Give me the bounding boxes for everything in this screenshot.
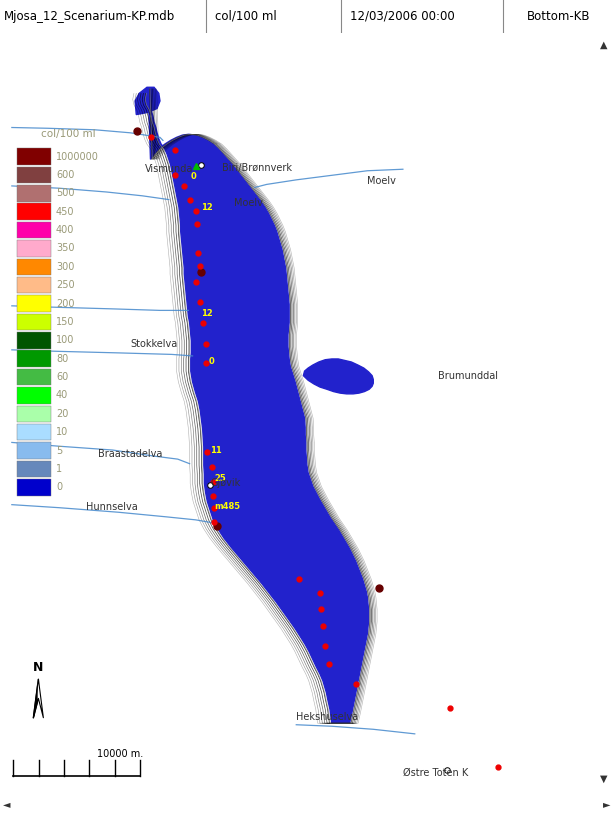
Bar <box>17 259 50 275</box>
Text: N: N <box>33 661 44 674</box>
Text: Østre Toten K: Østre Toten K <box>403 768 468 778</box>
Text: 250: 250 <box>56 280 75 290</box>
Bar <box>17 277 50 294</box>
Text: 12: 12 <box>201 309 213 318</box>
Text: 500: 500 <box>56 188 74 198</box>
Text: Gjøvik: Gjøvik <box>211 478 241 489</box>
Text: 100: 100 <box>56 335 74 345</box>
Text: Brumunddal: Brumunddal <box>438 371 499 381</box>
Bar <box>17 313 50 330</box>
Text: Vismunda: Vismunda <box>145 164 193 175</box>
Text: Moelv: Moelv <box>367 175 396 185</box>
Bar <box>17 149 50 165</box>
Text: 400: 400 <box>56 225 74 235</box>
Bar <box>17 424 50 441</box>
Text: 40: 40 <box>56 390 68 401</box>
Text: 10: 10 <box>56 427 68 437</box>
Text: 1: 1 <box>56 464 62 474</box>
Text: 450: 450 <box>56 206 74 217</box>
Polygon shape <box>303 359 373 394</box>
Polygon shape <box>38 679 44 718</box>
Bar <box>17 461 50 477</box>
Text: 600: 600 <box>56 170 74 180</box>
Bar <box>17 295 50 312</box>
Text: 80: 80 <box>56 353 68 364</box>
Bar <box>17 203 50 220</box>
Text: Biri/Brønnverk: Biri/Brønnverk <box>222 162 292 173</box>
Text: Stokkelva: Stokkelva <box>130 339 177 348</box>
Text: ▼: ▼ <box>599 774 607 784</box>
Text: m485: m485 <box>214 502 241 511</box>
Text: Braastadelva: Braastadelva <box>98 449 162 459</box>
Text: ►: ► <box>604 799 611 809</box>
Text: col/100 ml: col/100 ml <box>215 10 276 23</box>
Text: Moelv: Moelv <box>234 197 263 207</box>
Text: 12: 12 <box>201 202 213 211</box>
Text: 11: 11 <box>210 446 222 455</box>
Text: ▲: ▲ <box>599 40 607 51</box>
Bar <box>17 332 50 348</box>
Text: 10000 m.: 10000 m. <box>97 749 143 759</box>
Bar <box>17 166 50 184</box>
Text: 0: 0 <box>209 357 214 366</box>
Text: col/100 ml: col/100 ml <box>41 130 96 140</box>
Text: 5: 5 <box>56 446 62 455</box>
Text: 1000000: 1000000 <box>56 152 99 162</box>
Text: 0: 0 <box>191 172 196 181</box>
Text: 12/03/2006 00:00: 12/03/2006 00:00 <box>350 10 454 23</box>
Polygon shape <box>147 89 368 723</box>
Text: Hunnselva: Hunnselva <box>86 502 138 512</box>
Text: ◄: ◄ <box>3 799 10 809</box>
Bar <box>17 479 50 495</box>
Text: Bottom-KB: Bottom-KB <box>527 10 591 23</box>
Text: 60: 60 <box>56 372 68 382</box>
Bar <box>17 240 50 257</box>
Text: Mjosa_12_Scenarium-KP.mdb: Mjosa_12_Scenarium-KP.mdb <box>4 10 176 23</box>
Text: 25: 25 <box>214 473 226 482</box>
Bar <box>17 369 50 385</box>
Bar <box>17 406 50 422</box>
Bar <box>17 185 50 202</box>
Text: 150: 150 <box>56 317 74 327</box>
Bar <box>17 387 50 404</box>
Polygon shape <box>135 87 160 114</box>
Text: 200: 200 <box>56 299 74 308</box>
Bar <box>17 222 50 238</box>
Polygon shape <box>33 679 38 718</box>
Bar <box>17 350 50 367</box>
Text: Hekshuselva: Hekshuselva <box>297 712 359 722</box>
Text: 20: 20 <box>56 409 68 419</box>
Text: 300: 300 <box>56 262 74 272</box>
Text: 0: 0 <box>56 482 62 492</box>
Bar <box>17 442 50 459</box>
Text: 350: 350 <box>56 243 74 254</box>
